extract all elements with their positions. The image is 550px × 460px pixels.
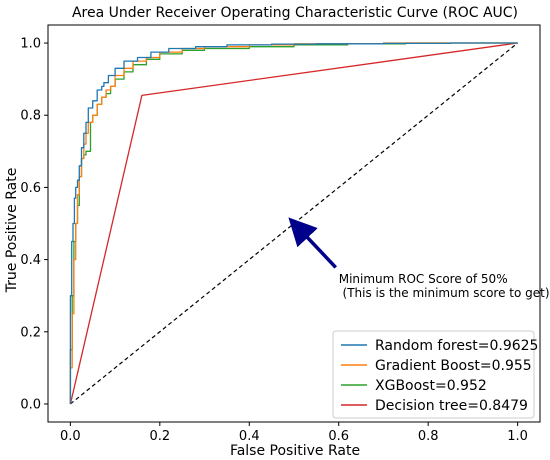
x-tick-label: 0.2	[149, 429, 170, 444]
x-tick-label: 0.6	[328, 429, 349, 444]
y-tick-label: 0.2	[20, 325, 41, 340]
annotation-arrow	[288, 217, 337, 269]
axis-ticks: 0.0 0.2 0.4 0.6 0.8 1.0 0.0 0.2 0.4 0.6 0.8 1.0	[20, 37, 528, 444]
series-group	[69, 42, 518, 405]
y-tick-label: 0.6	[20, 181, 41, 196]
plot-area	[47, 24, 541, 423]
y-tick-label: 0.0	[20, 397, 41, 412]
legend-box	[332, 330, 535, 419]
y-tick-label: 0.4	[20, 253, 41, 268]
x-tick-label: 0.4	[239, 429, 260, 444]
x-axis-label: False Positive Rate	[230, 443, 360, 459]
series-line-1	[69, 42, 518, 404]
annotation-group: Minimum ROC Score of 50% (This is the mi…	[288, 217, 550, 300]
legend-entry-label: XGBoost=0.952	[375, 378, 487, 394]
series-line-0	[69, 42, 518, 404]
legend-entry-label: Decision tree=0.8479	[375, 398, 528, 414]
chart-title: Area Under Receiver Operating Characteri…	[72, 5, 518, 21]
annotation-text-line: Minimum ROC Score of 50%	[339, 272, 508, 286]
legend-entry-label: Random forest=0.9625	[375, 338, 538, 354]
y-tick-label: 0.8	[20, 109, 41, 124]
y-axis-label: True Positive Rate	[4, 168, 20, 294]
legend-entry-label: Gradient Boost=0.955	[375, 358, 532, 374]
x-tick-label: 0.0	[60, 429, 81, 444]
legend: Random forest=0.9625 Gradient Boost=0.955…	[332, 330, 538, 419]
y-tick-label: 1.0	[20, 37, 41, 52]
x-tick-label: 1.0	[507, 429, 528, 444]
annotation-text-line: (This is the minimum score to get)	[339, 286, 550, 300]
x-tick-label: 0.8	[418, 429, 439, 444]
series-line-3	[69, 42, 518, 405]
